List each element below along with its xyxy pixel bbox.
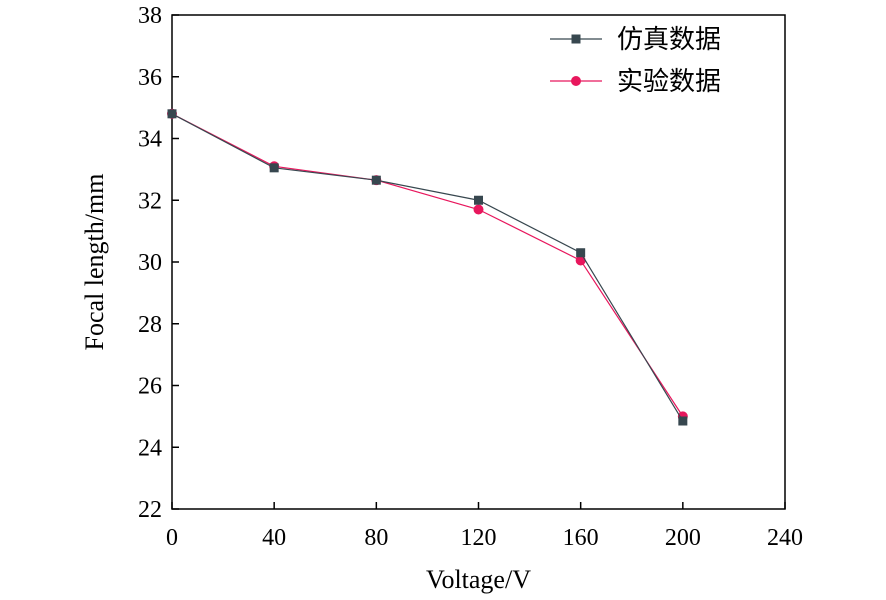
- legend-swatch-marker: [571, 76, 581, 86]
- y-tick-label: 38: [138, 3, 162, 29]
- x-axis-title: Voltage/V: [426, 565, 531, 594]
- x-tick-label: 240: [767, 525, 803, 551]
- data-point-square: [269, 163, 279, 173]
- data-point-square: [576, 248, 586, 258]
- x-tick-label: 0: [166, 525, 178, 551]
- series-experiment: [167, 108, 688, 422]
- y-tick-label: 26: [138, 374, 162, 400]
- y-tick-label: 24: [138, 435, 162, 461]
- legend-item: 仿真数据: [550, 25, 721, 55]
- x-tick-label: 40: [262, 525, 286, 551]
- series-line: [171, 113, 684, 422]
- x-axis-ticks: 0 40 80 120 160 200 240: [166, 502, 803, 551]
- x-tick-label: 160: [563, 525, 599, 551]
- series-simulation: [167, 109, 688, 426]
- legend-label: 实验数据: [617, 67, 721, 97]
- y-tick-label: 36: [138, 65, 162, 91]
- data-point-square: [678, 416, 688, 426]
- y-tick-label: 34: [138, 127, 162, 153]
- x-tick-label: 120: [461, 525, 497, 551]
- x-tick-label: 200: [665, 525, 701, 551]
- y-tick-label: 28: [138, 312, 162, 338]
- data-point-square: [167, 109, 177, 119]
- legend-swatch-marker: [571, 34, 581, 44]
- legend-label: 仿真数据: [617, 25, 721, 55]
- y-axis-ticks: 22 24 26 28 30 32 34 36 38: [138, 3, 179, 523]
- data-point-square: [474, 195, 483, 205]
- legend-item: 实验数据: [550, 67, 721, 97]
- y-tick-label: 32: [138, 188, 162, 214]
- series-line: [171, 113, 684, 417]
- y-axis-title: Focal length/mm: [80, 174, 109, 351]
- data-point-circle: [473, 204, 484, 215]
- x-tick-label: 80: [364, 525, 388, 551]
- y-tick-label: 30: [138, 250, 162, 276]
- data-point-square: [371, 175, 381, 185]
- series-layer: [167, 108, 688, 426]
- y-tick-label: 22: [138, 497, 162, 523]
